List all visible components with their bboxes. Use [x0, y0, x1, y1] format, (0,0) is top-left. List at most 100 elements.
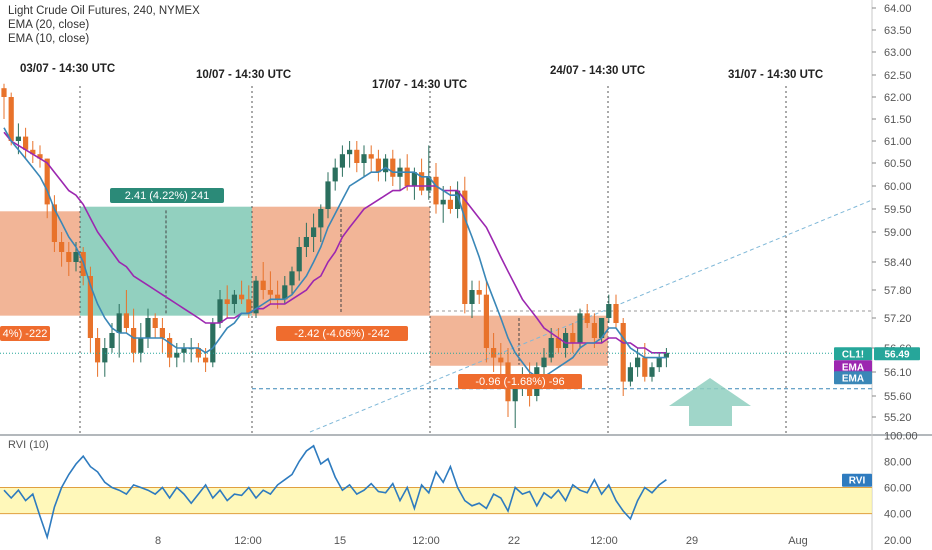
candle-60: [433, 176, 439, 205]
candle-0: [1, 88, 7, 97]
candle-24: [174, 352, 180, 358]
box-label-4: -0.96 (-1.68%) -96: [475, 376, 564, 388]
candle-43: [311, 227, 317, 237]
price-tick-7: 60.50: [884, 158, 912, 170]
candle-71: [512, 386, 518, 402]
chart-legend: Light Crude Oil Futures, 240, NYMEX EMA …: [8, 4, 200, 46]
candle-80: [577, 313, 583, 343]
candle-85: [613, 304, 619, 323]
candle-87: [627, 367, 633, 382]
candle-9: [66, 252, 72, 262]
legend-ema20: EMA (20, close): [8, 19, 90, 31]
price-tick-5: 61.50: [884, 114, 912, 126]
candle-30: [217, 299, 223, 323]
candle-16: [116, 313, 122, 333]
candle-45: [325, 181, 331, 209]
candle-7: [51, 204, 57, 242]
up-arrow-drawing: [669, 378, 751, 426]
candle-52: [375, 158, 381, 173]
price-tick-13: 57.20: [884, 313, 912, 325]
rvi-tick-0: 100.00: [884, 430, 918, 442]
candle-12: [87, 276, 93, 338]
candle-32: [231, 294, 237, 304]
rvi-title: RVI (10): [8, 439, 49, 451]
candle-83: [599, 318, 605, 338]
time-tick-3: 12:00: [412, 535, 440, 547]
candle-20: [145, 318, 151, 338]
candle-14: [102, 348, 108, 363]
candle-91: [656, 357, 662, 368]
candle-8: [59, 242, 65, 252]
candle-69: [498, 357, 504, 363]
candle-84: [606, 304, 612, 318]
candle-31: [224, 299, 230, 304]
candle-78: [563, 333, 569, 348]
candle-54: [390, 158, 396, 177]
rvi-tag-bg: [842, 473, 872, 487]
candle-61: [440, 199, 446, 205]
price-tick-9: 59.50: [884, 204, 912, 216]
candle-56: [404, 167, 410, 186]
last-price-tag: 56.49: [884, 349, 909, 360]
candle-5: [37, 154, 43, 159]
time-tick-1: 12:00: [234, 535, 262, 547]
rvi-tag: RVI: [849, 476, 866, 487]
rvi-tick-1: 80.00: [884, 456, 912, 468]
candle-89: [642, 357, 648, 377]
candle-90: [649, 367, 655, 377]
ema10-tag-bg: [834, 371, 872, 385]
candle-1: [8, 97, 14, 141]
symbol-tag-bg: [834, 347, 872, 361]
box-label-1-bg: [0, 326, 50, 341]
box-label-1: 4%) -222: [3, 328, 48, 340]
candle-49: [354, 149, 360, 163]
vline-label-4: 24/07 - 14:30 UTC: [550, 65, 645, 77]
vline-label-5: 31/07 - 14:30 UTC: [728, 69, 823, 81]
candle-13: [95, 338, 101, 363]
ema20-line: [3, 131, 667, 354]
legend-title: Light Crude Oil Futures, 240, NYMEX: [8, 5, 200, 17]
box-label-4-bg: [458, 374, 582, 389]
price-tick-11: 58.40: [884, 257, 912, 269]
candle-28: [203, 357, 209, 363]
candle-62: [447, 199, 453, 209]
candle-64: [462, 190, 468, 304]
candle-65: [469, 290, 475, 304]
time-tick-5: 12:00: [590, 535, 618, 547]
price-tick-0: 64.00: [884, 3, 912, 15]
vline-label-2: 10/07 - 14:30 UTC: [196, 69, 291, 81]
candle-77: [555, 338, 561, 348]
price-tick-8: 60.00: [884, 181, 912, 193]
box-label-3: -2.42 (-4.06%) -242: [294, 328, 389, 340]
candle-10: [73, 252, 79, 262]
price-tick-4: 62.00: [884, 92, 912, 104]
price-tick-16: 55.60: [884, 391, 912, 403]
price-tick-1: 63.50: [884, 25, 912, 37]
candle-42: [303, 237, 309, 247]
candle-76: [548, 338, 554, 358]
candle-58: [419, 172, 425, 191]
candle-29: [210, 323, 216, 363]
candle-34: [246, 299, 252, 314]
candle-47: [339, 154, 345, 168]
candle-17: [123, 313, 129, 328]
candle-6: [44, 158, 50, 205]
candle-4: [30, 149, 36, 155]
candle-21: [152, 318, 158, 328]
candle-68: [491, 348, 497, 358]
time-tick-4: 22: [508, 535, 520, 547]
box-label-2-bg: [110, 188, 224, 203]
price-tick-2: 63.00: [884, 47, 912, 59]
candle-22: [159, 328, 165, 338]
candle-63: [455, 190, 461, 209]
legend-ema10: EMA (10, close): [8, 33, 90, 45]
candle-57: [411, 172, 417, 186]
candle-41: [296, 247, 302, 272]
candle-25: [181, 348, 187, 353]
trend-line: [309, 199, 873, 433]
candle-75: [541, 357, 547, 368]
candle-36: [260, 280, 266, 290]
candle-23: [167, 338, 173, 358]
